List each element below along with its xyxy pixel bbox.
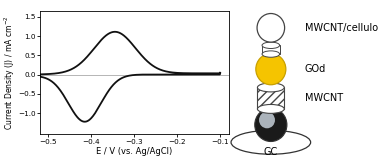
Circle shape	[255, 108, 287, 142]
Ellipse shape	[262, 42, 280, 48]
Bar	[257, 87, 284, 109]
Circle shape	[259, 112, 275, 128]
Ellipse shape	[257, 83, 284, 92]
Bar	[262, 45, 280, 54]
Ellipse shape	[262, 51, 280, 57]
Text: GOd: GOd	[305, 64, 326, 74]
X-axis label: E / V (vs. Ag/AgCl): E / V (vs. Ag/AgCl)	[96, 147, 172, 156]
Ellipse shape	[257, 104, 284, 113]
Circle shape	[256, 54, 286, 85]
Y-axis label: Current Density (J) / mA cm$^{-2}$: Current Density (J) / mA cm$^{-2}$	[2, 15, 17, 130]
Ellipse shape	[231, 130, 311, 154]
Circle shape	[257, 14, 285, 42]
Text: MWCNT: MWCNT	[305, 93, 342, 103]
Text: MWCNT/cellulose: MWCNT/cellulose	[305, 23, 378, 33]
Text: GC: GC	[264, 147, 278, 157]
